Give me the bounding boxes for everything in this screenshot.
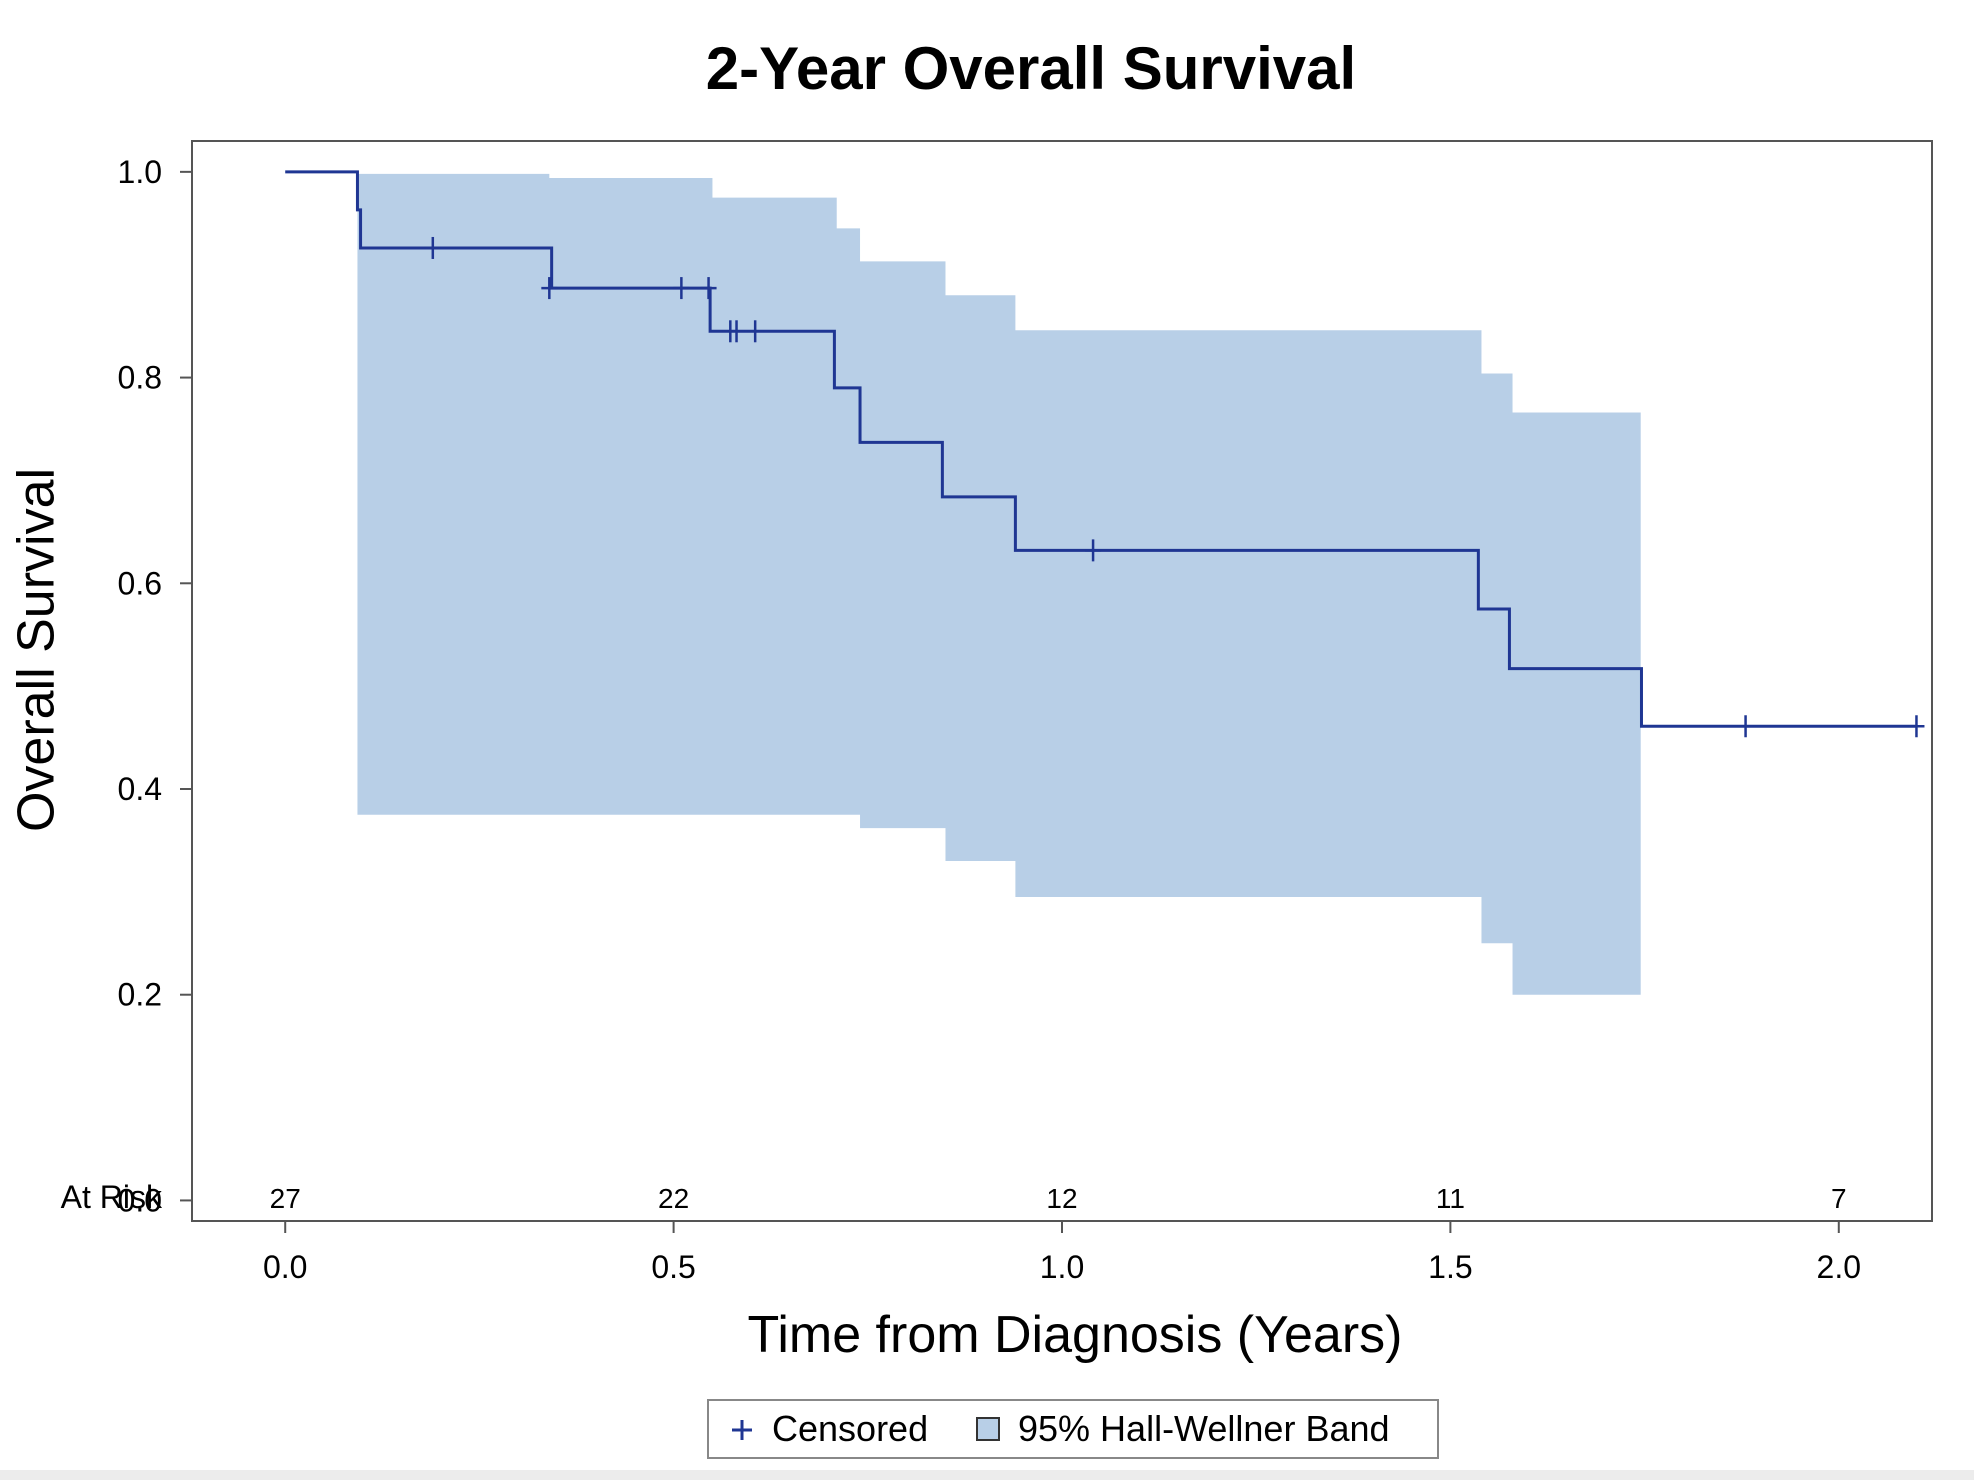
at-risk-count: 12	[1046, 1183, 1077, 1214]
legend-censored-icon	[732, 1420, 752, 1440]
at-risk-count: 7	[1831, 1183, 1847, 1214]
chart-title: 2-Year Overall Survival	[706, 35, 1356, 102]
legend-band-label: 95% Hall-Wellner Band	[1018, 1408, 1390, 1449]
censor-marker	[541, 277, 558, 300]
at-risk-count: 27	[270, 1183, 301, 1214]
legend-censored-label: Censored	[772, 1408, 928, 1449]
y-tick-label: 1.0	[118, 154, 162, 190]
bottom-strip	[0, 1470, 1974, 1480]
legend: Censored 95% Hall-Wellner Band	[707, 1399, 1439, 1459]
y-axis-label: Overall Survival	[8, 468, 66, 832]
y-axis: 0.0 0.2 0.4 0.6 0.8 1.0	[118, 154, 192, 1218]
at-risk-count: 22	[658, 1183, 689, 1214]
censor-marker	[1085, 539, 1102, 562]
at-risk-count: 11	[1436, 1183, 1465, 1214]
censor-markers-layer	[424, 236, 1925, 738]
x-axis-label: Time from Diagnosis (Years)	[747, 1306, 1402, 1364]
confidence-band	[357, 173, 1641, 995]
y-tick-label: 0.6	[118, 565, 162, 601]
x-tick-label: 2.0	[1817, 1249, 1861, 1285]
confidence-band-layer	[357, 173, 1641, 995]
x-tick-label: 0.5	[651, 1249, 695, 1285]
legend-band-icon	[976, 1417, 1000, 1441]
censor-marker	[747, 320, 764, 343]
survival-line-layer	[285, 170, 1917, 728]
survival-line	[285, 170, 1917, 728]
censor-marker	[673, 277, 690, 300]
censor-marker	[700, 277, 717, 300]
x-tick-label: 1.0	[1040, 1249, 1084, 1285]
x-tick-label: 0.0	[263, 1249, 307, 1285]
x-tick-label: 1.5	[1428, 1249, 1472, 1285]
censor-marker	[424, 236, 441, 259]
at-risk-row: At Risk 27 22 12 11 7	[61, 1179, 1847, 1215]
y-tick-label: 0.0	[118, 1182, 162, 1218]
at-risk-label: At Risk	[61, 1179, 163, 1215]
y-tick-label: 0.2	[118, 977, 162, 1013]
x-axis: 0.0 0.5 1.0 1.5 2.0	[263, 1221, 1861, 1285]
y-tick-label: 0.8	[118, 360, 162, 396]
censor-marker	[728, 320, 745, 343]
y-tick-label: 0.4	[118, 771, 162, 807]
legend-box	[707, 1399, 1439, 1459]
censor-marker	[1737, 715, 1754, 738]
censor-marker	[1908, 715, 1925, 738]
